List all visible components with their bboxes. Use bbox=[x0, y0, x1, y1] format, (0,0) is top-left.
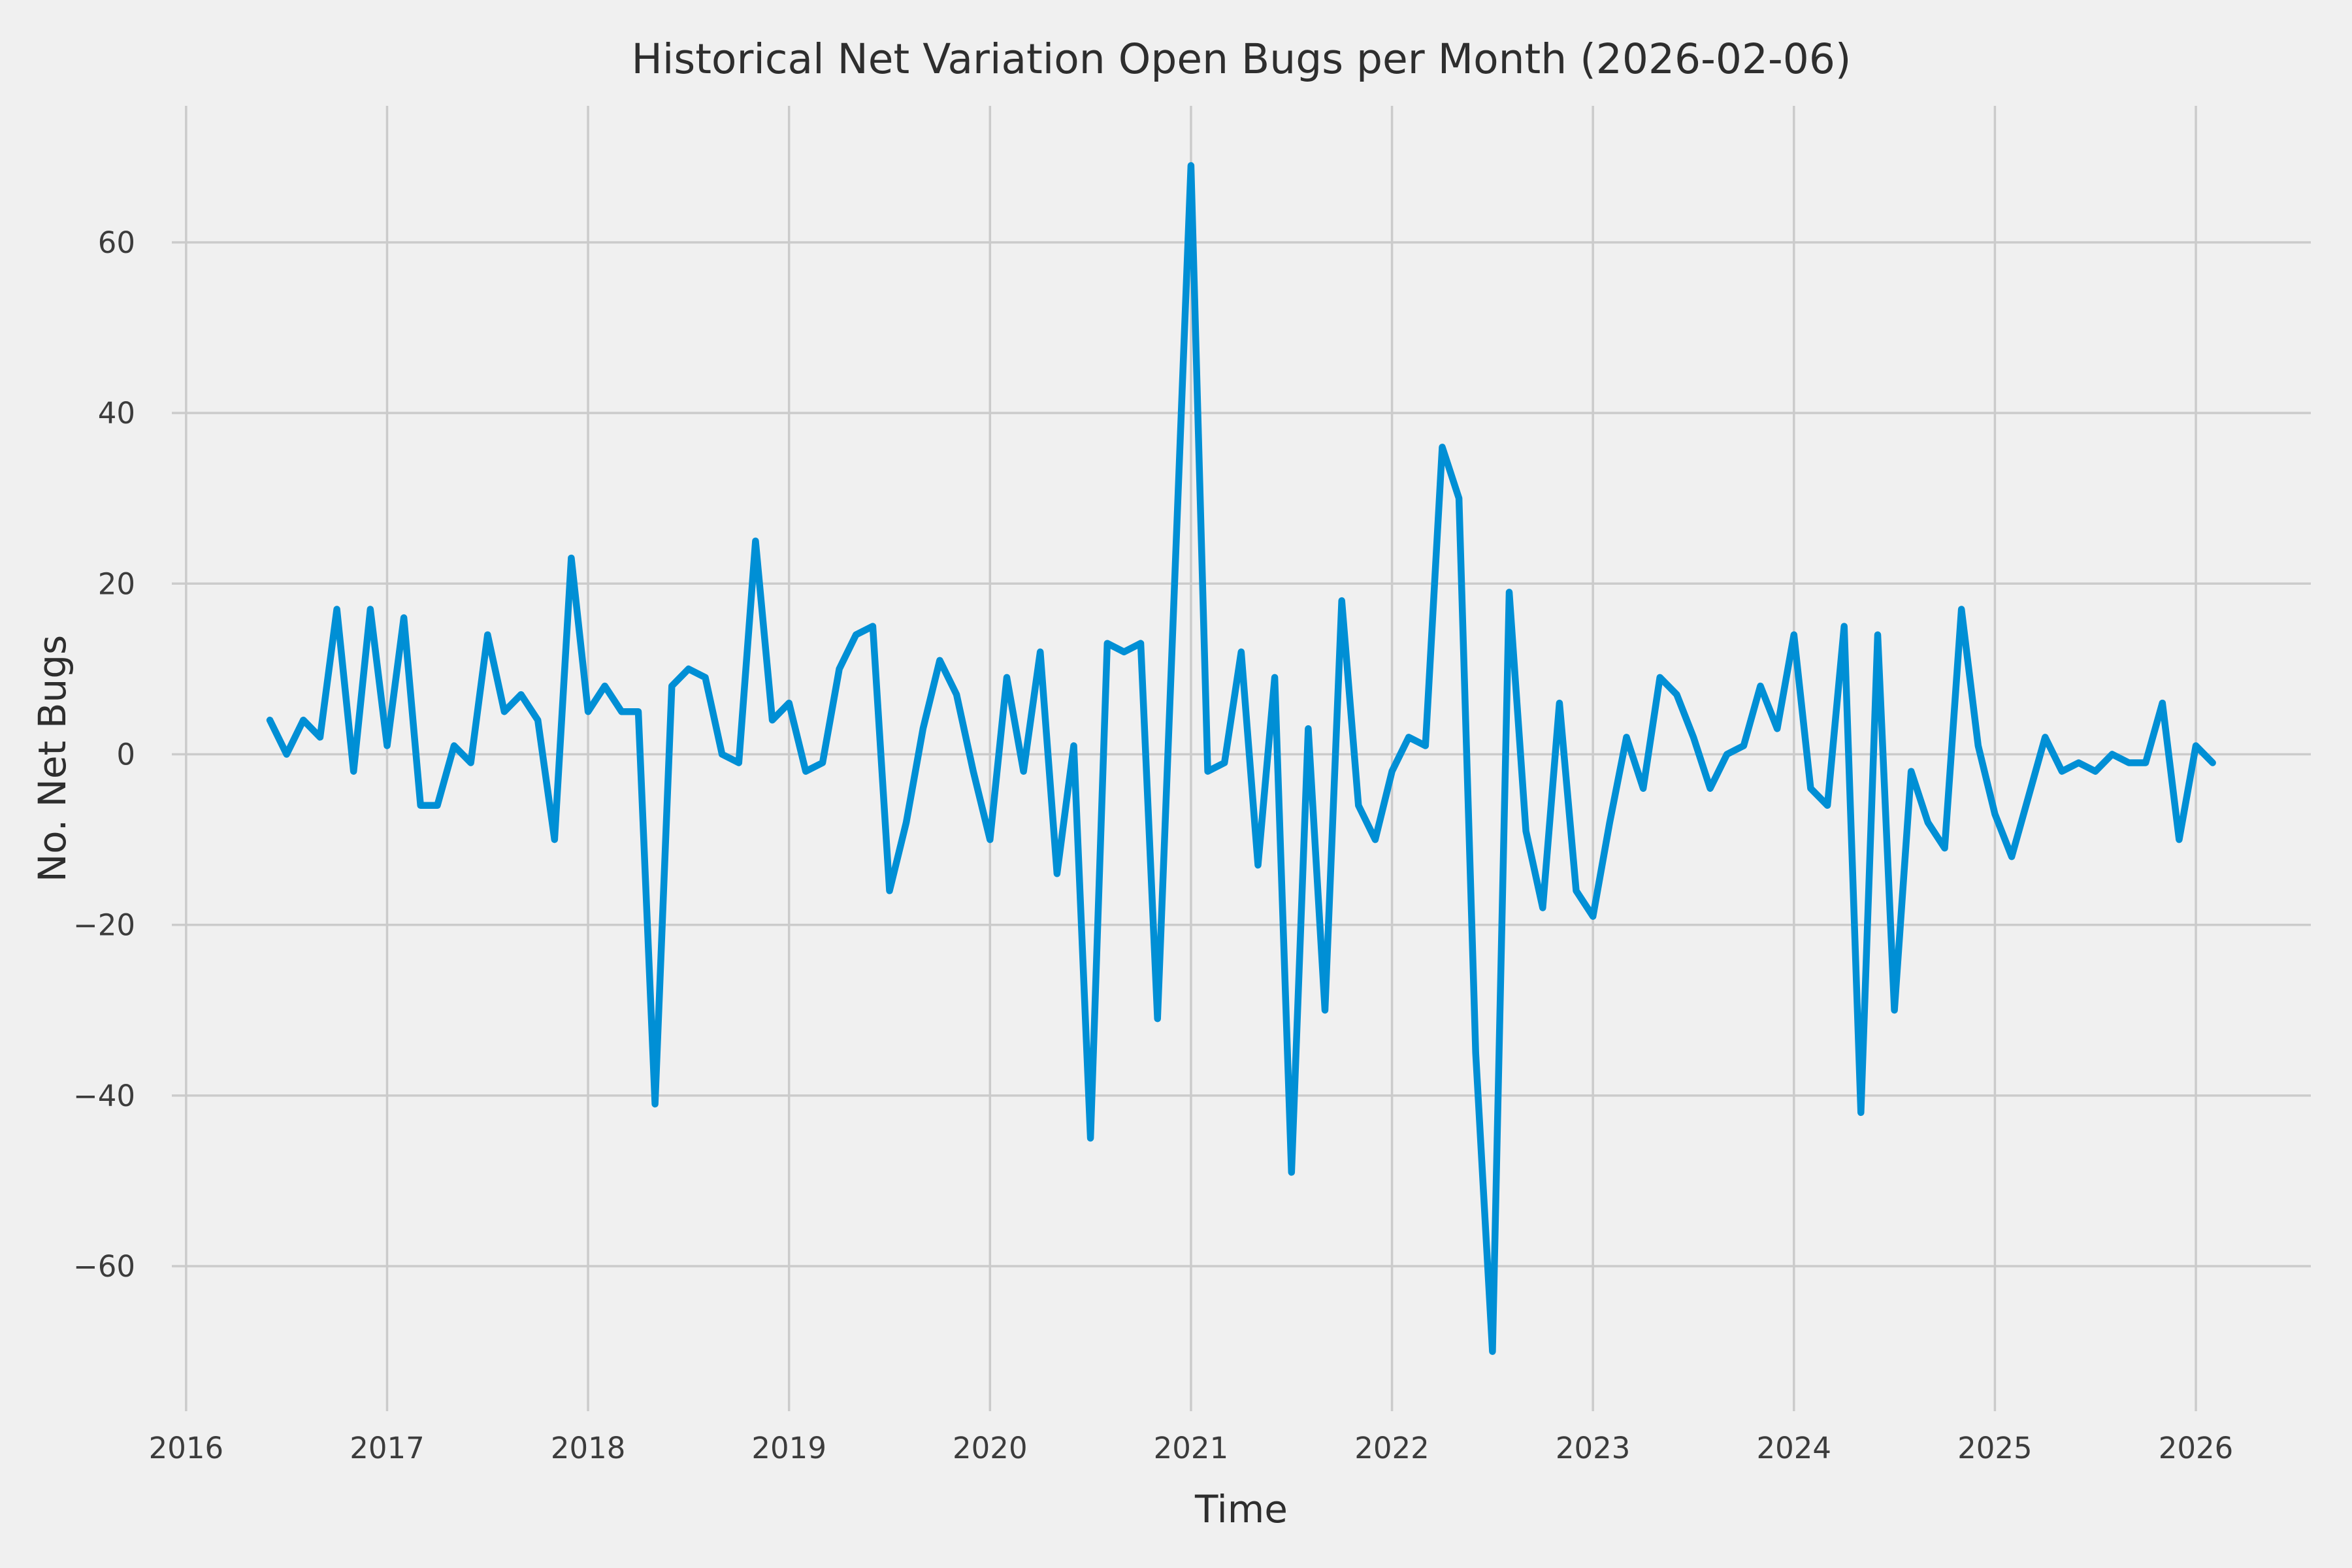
x-tick-label-2017: 2017 bbox=[350, 1431, 425, 1465]
y-tick-label-20: 20 bbox=[98, 566, 135, 601]
tick-labels: 2016 2017 2018 2019 2020 2021 2022 2023 2024 2025… bbox=[73, 225, 2233, 1465]
chart-title: Historical Net Variation Open Bugs per M… bbox=[632, 35, 1852, 83]
x-tick-label-2026: 2026 bbox=[2159, 1431, 2234, 1465]
y-tick-label--40: −40 bbox=[73, 1079, 135, 1113]
x-tick-label-2024: 2024 bbox=[1757, 1431, 1832, 1465]
y-tick-label--20: −20 bbox=[73, 908, 135, 943]
x-tick-label-2022: 2022 bbox=[1354, 1431, 1429, 1465]
y-tick-label-40: 40 bbox=[98, 396, 135, 431]
gridlines bbox=[172, 106, 2311, 1411]
x-tick-label-2021: 2021 bbox=[1154, 1431, 1229, 1465]
x-tick-label-2016: 2016 bbox=[149, 1431, 224, 1465]
data-series bbox=[266, 162, 2216, 1355]
x-axis-label: Time bbox=[1194, 1487, 1288, 1531]
y-tick-label--60: −60 bbox=[73, 1249, 135, 1284]
y-tick-label-60: 60 bbox=[98, 225, 135, 260]
y-tick-label-0: 0 bbox=[116, 737, 135, 772]
x-tick-label-2019: 2019 bbox=[751, 1431, 826, 1465]
y-axis-label: No. Net Bugs bbox=[30, 635, 74, 883]
x-tick-label-2025: 2025 bbox=[1957, 1431, 2033, 1465]
x-tick-label-2020: 2020 bbox=[953, 1431, 1028, 1465]
net-bugs-line bbox=[266, 162, 2216, 1355]
x-tick-label-2018: 2018 bbox=[551, 1431, 626, 1465]
x-tick-label-2023: 2023 bbox=[1556, 1431, 1631, 1465]
